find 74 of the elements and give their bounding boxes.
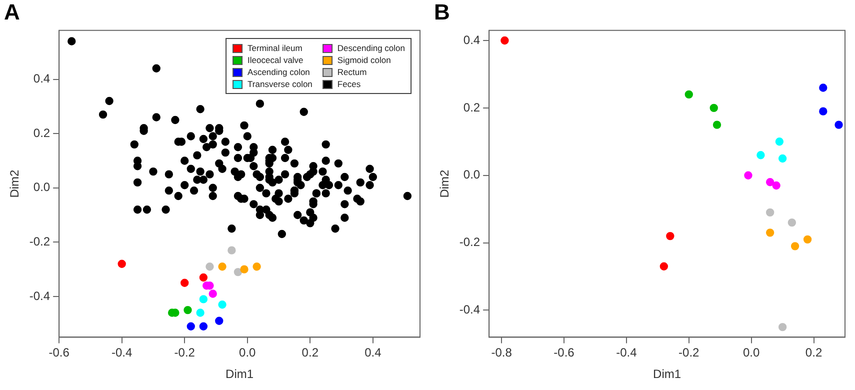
legend-label: Ascending colon (248, 66, 310, 78)
point (772, 181, 780, 190)
y-axis-title: Dim2 (438, 169, 452, 198)
y-tick-label: 0.0 (463, 168, 480, 182)
point (819, 107, 828, 116)
x-tick-label: 0.0 (742, 346, 760, 360)
y-tick-label: -0.2 (29, 234, 50, 248)
x-tick-label: -0.6 (48, 346, 70, 360)
y-axis-title: Dim2 (8, 169, 22, 198)
legend-label: Terminal ileum (248, 42, 302, 54)
point (180, 278, 189, 287)
x-tick-label: -0.6 (554, 346, 575, 360)
point (834, 120, 843, 129)
legend-label: Sigmoid colon (337, 54, 391, 66)
point (184, 306, 192, 314)
legend-label: Ileocecal valve (248, 54, 304, 66)
point (199, 322, 208, 330)
x-tick-label: -0.8 (491, 346, 512, 360)
point (778, 154, 787, 163)
legend-label: Descending colon (337, 42, 405, 54)
point (778, 322, 787, 332)
x-tick-label: -0.4 (112, 346, 133, 360)
y-tick-label: -0.4 (29, 288, 50, 303)
point (744, 171, 752, 180)
x-tick-label: 0.2 (302, 346, 319, 360)
point (660, 262, 668, 270)
y-tick-label: 0.2 (33, 126, 50, 140)
point (215, 316, 224, 326)
point (199, 273, 208, 282)
point (240, 265, 248, 274)
chart-title: A (4, 0, 20, 24)
point (766, 228, 774, 237)
point (208, 290, 217, 298)
y-tick-label: -0.2 (459, 235, 480, 250)
point (218, 262, 226, 271)
point (756, 151, 765, 160)
point (196, 308, 204, 317)
point (766, 208, 774, 217)
point (775, 138, 784, 146)
point (234, 268, 242, 276)
point (684, 90, 693, 99)
chart-title: B (434, 0, 450, 24)
point (252, 262, 261, 271)
point (712, 120, 722, 129)
legend-label: Rectum (337, 66, 367, 78)
point (500, 36, 509, 45)
y-tick-label: 0.4 (33, 72, 50, 86)
x-tick-label: -0.2 (174, 346, 196, 360)
point (218, 300, 226, 309)
point (819, 84, 828, 92)
x-tick-label: -0.2 (678, 346, 700, 360)
point (666, 232, 674, 240)
y-tick-label: -0.4 (459, 302, 480, 317)
point (228, 246, 236, 254)
point (788, 218, 796, 227)
point (186, 322, 195, 330)
point (790, 242, 800, 250)
point (118, 260, 126, 268)
point (199, 295, 208, 304)
y-tick-label: 0.2 (463, 100, 480, 114)
y-tick-label: 0.4 (463, 32, 480, 47)
x-axis-title: Dim1 (653, 367, 682, 382)
x-axis-title: Dim1 (226, 367, 254, 382)
point (766, 178, 774, 186)
legend-label: Feces (337, 78, 361, 90)
point (710, 104, 718, 112)
legend-label: Transverse colon (248, 78, 312, 90)
point (803, 235, 812, 244)
x-tick-label: 0.4 (364, 346, 382, 360)
point (206, 262, 214, 271)
x-tick-label: -0.4 (616, 346, 638, 360)
x-tick-label: 0.2 (805, 346, 822, 360)
x-tick-label: 0.0 (239, 346, 256, 360)
y-tick-label: 0.0 (33, 180, 50, 194)
